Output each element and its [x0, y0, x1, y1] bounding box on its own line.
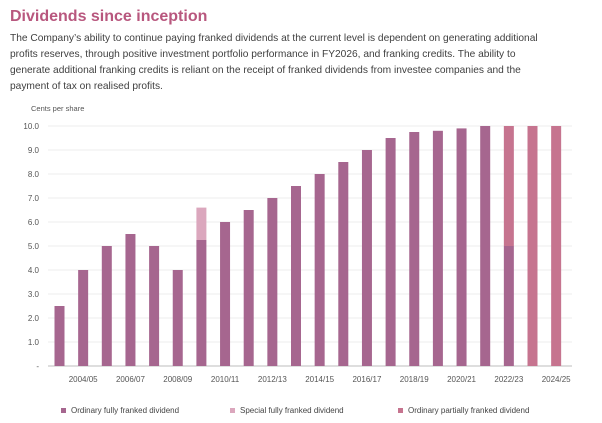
bar-ordinary-fully-franked-dividend: [361, 150, 372, 366]
bar-ordinary-fully-franked-dividend: [243, 210, 254, 366]
legend-swatch-partial: [398, 408, 403, 413]
y-tick-label: 8.0: [28, 170, 40, 179]
x-tick-label: 2014/15: [305, 375, 334, 384]
bar-ordinary-fully-franked-dividend: [78, 270, 89, 366]
bar-ordinary-fully-franked-dividend: [480, 126, 491, 366]
x-tick-label: 2008/09: [163, 375, 192, 384]
bar-ordinary-partially-franked-dividend: [527, 126, 538, 366]
bar-ordinary-fully-franked-dividend: [125, 234, 136, 366]
bar-ordinary-fully-franked-dividend: [409, 132, 420, 366]
y-tick-label: 9.0: [28, 146, 40, 155]
bar-ordinary-fully-franked-dividend: [456, 128, 467, 366]
y-tick-label: 6.0: [28, 218, 40, 227]
paragraph-line: generate additional franking credits is …: [10, 65, 521, 76]
paragraph-line: profits reserves, through positive inves…: [10, 49, 516, 60]
bar-ordinary-partially-franked-dividend: [503, 126, 514, 246]
x-tick-label: 2024/25: [542, 375, 571, 384]
x-tick-label: 2016/17: [352, 375, 381, 384]
bar-ordinary-fully-franked-dividend: [101, 246, 112, 366]
y-tick-label: 3.0: [28, 290, 40, 299]
x-tick-label: 2022/23: [494, 375, 523, 384]
x-tick-label: 2020/21: [447, 375, 476, 384]
legend-swatch-special: [230, 408, 235, 413]
bar-ordinary-fully-franked-dividend: [149, 246, 160, 366]
page-title: Dividends since inception: [10, 8, 208, 25]
bar-ordinary-fully-franked-dividend: [172, 270, 183, 366]
bar-ordinary-fully-franked-dividend: [267, 198, 278, 366]
bar-ordinary-fully-franked-dividend: [338, 162, 349, 366]
paragraph-line: The Company’s ability to continue paying…: [10, 33, 538, 44]
bar-ordinary-fully-franked-dividend: [432, 130, 443, 366]
bar-ordinary-fully-franked-dividend: [291, 186, 301, 366]
x-tick-label: 2004/05: [69, 375, 98, 384]
bar-ordinary-partially-franked-dividend: [551, 126, 562, 366]
bar-ordinary-fully-franked-dividend: [503, 246, 514, 366]
legend-label-partial: Ordinary partially franked dividend: [408, 406, 530, 415]
bar-ordinary-fully-franked-dividend: [196, 240, 207, 366]
y-tick-label: 10.0: [23, 122, 39, 131]
y-tick-label: 1.0: [28, 338, 40, 347]
paragraph-line: payment of tax on realised profits.: [10, 81, 163, 92]
legend-item-special: Special fully franked dividend: [230, 406, 344, 415]
y-tick-label: 5.0: [28, 242, 40, 251]
legend-label-special: Special fully franked dividend: [240, 406, 344, 415]
bar-ordinary-fully-franked-dividend: [220, 222, 231, 366]
x-tick-label: 2010/11: [211, 375, 240, 384]
y-axis-label: Cents per share: [31, 104, 85, 113]
description-paragraph: The Company’s ability to continue paying…: [10, 31, 595, 95]
legend-item-partial: Ordinary partially franked dividend: [398, 406, 529, 415]
y-tick-label: 4.0: [28, 266, 40, 275]
y-tick-label: -: [36, 362, 39, 371]
bar-special-fully-franked-dividend: [196, 207, 207, 240]
bar-ordinary-fully-franked-dividend: [314, 174, 325, 366]
bar-ordinary-fully-franked-dividend: [385, 138, 396, 366]
x-tick-label: 2012/13: [258, 375, 287, 384]
x-tick-label: 2006/07: [116, 375, 145, 384]
legend-swatch-ordinary: [61, 408, 66, 413]
bar-ordinary-fully-franked-dividend: [54, 306, 65, 366]
legend-label-ordinary: Ordinary fully franked dividend: [71, 406, 180, 415]
y-tick-label: 7.0: [28, 194, 40, 203]
y-tick-label: 2.0: [28, 314, 40, 323]
legend-item-ordinary: Ordinary fully franked dividend: [61, 406, 179, 415]
x-tick-label: 2018/19: [400, 375, 429, 384]
